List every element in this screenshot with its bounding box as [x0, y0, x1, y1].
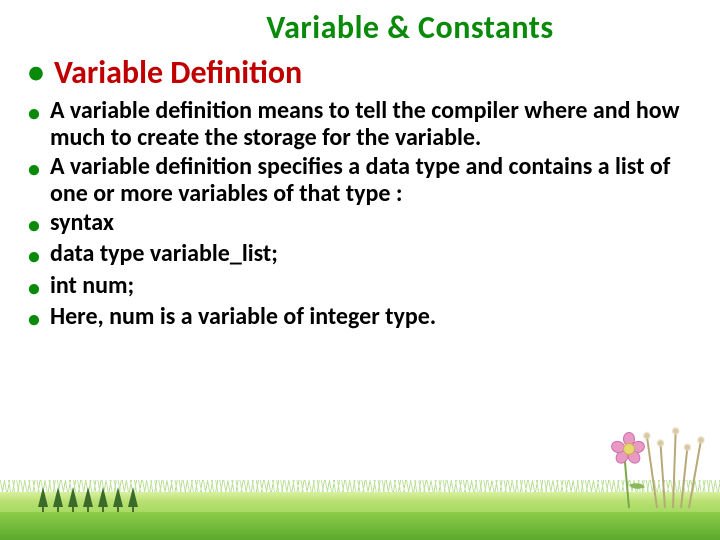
bullet-icon: • — [28, 241, 40, 271]
grass-decoration — [0, 482, 720, 540]
flower-icon — [600, 418, 700, 508]
subtitle-text: Variable Definition — [54, 53, 302, 92]
bullet-icon: • — [28, 98, 40, 128]
bullet-icon: • — [28, 273, 40, 303]
list-item-text: Here, num is a variable of integer type. — [50, 304, 436, 331]
trees-icon — [38, 484, 138, 512]
list-item-text: A variable definition specifies a data t… — [50, 154, 692, 208]
list-item: • syntax — [28, 210, 692, 240]
list-item-text: data type variable_list; — [50, 241, 278, 268]
reeds-icon — [650, 428, 700, 508]
slide-title: Variable & Constants — [128, 8, 692, 47]
bullet-icon: • — [28, 304, 40, 334]
list-item-text: A variable definition means to tell the … — [50, 98, 692, 152]
list-item: • data type variable_list; — [28, 241, 692, 271]
subtitle-bullet-icon: • — [28, 57, 44, 89]
subtitle-row: • Variable Definition — [28, 53, 692, 92]
list-item: • A variable definition specifies a data… — [28, 154, 692, 208]
list-item: • int num; — [28, 273, 692, 303]
list-item: • Here, num is a variable of integer typ… — [28, 304, 692, 334]
list-item-text: int num; — [50, 273, 134, 300]
grass-front-icon — [0, 512, 720, 540]
bullet-icon: • — [28, 154, 40, 184]
slide: Variable & Constants • Variable Definiti… — [0, 0, 720, 540]
list-item-text: syntax — [50, 210, 114, 237]
bullet-icon: • — [28, 210, 40, 240]
body-list: • A variable definition means to tell th… — [28, 98, 692, 334]
list-item: • A variable definition means to tell th… — [28, 98, 692, 152]
